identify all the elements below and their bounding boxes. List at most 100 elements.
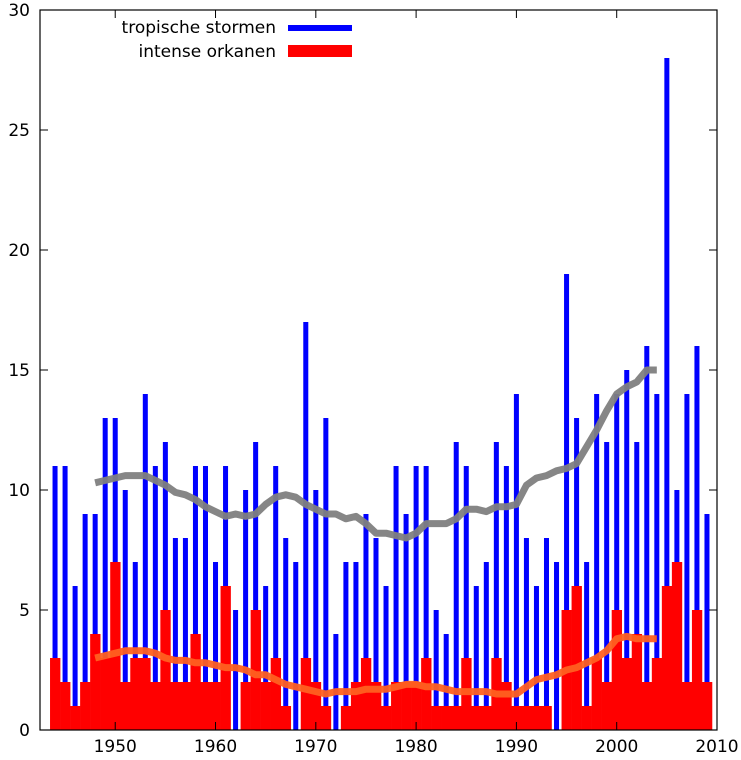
bar-tropical-storms xyxy=(403,514,409,730)
bar-tropical-storms xyxy=(303,322,309,730)
bar-intense-hurricanes xyxy=(631,634,643,730)
y-tick-label: 20 xyxy=(8,241,30,261)
bar-tropical-storms xyxy=(533,586,539,730)
bar-intense-hurricanes xyxy=(310,682,322,730)
bar-tropical-storms xyxy=(513,394,519,730)
x-tick-label: 1950 xyxy=(94,737,137,757)
bar-intense-hurricanes xyxy=(360,658,372,730)
bar-intense-hurricanes xyxy=(441,706,452,730)
bar-tropical-storms xyxy=(704,514,710,730)
tropical-storm-bars xyxy=(52,58,710,730)
moving-average-lines xyxy=(94,366,657,698)
bar-intense-hurricanes xyxy=(471,706,482,730)
bar-intense-hurricanes xyxy=(511,706,522,730)
bar-tropical-storms xyxy=(483,562,489,730)
bar-intense-hurricanes xyxy=(501,682,512,730)
bar-tropical-storms xyxy=(684,394,690,730)
bar-tropical-storms xyxy=(102,418,108,730)
x-tick-label: 2010 xyxy=(695,737,738,757)
bar-intense-hurricanes xyxy=(50,658,61,730)
legend: tropische stormen intense orkanen xyxy=(122,18,352,62)
bar-intense-hurricanes xyxy=(300,658,312,730)
bar-intense-hurricanes xyxy=(80,682,91,730)
x-tick-label: 1960 xyxy=(194,737,237,757)
bar-intense-hurricanes xyxy=(481,706,492,730)
bar-intense-hurricanes xyxy=(190,634,201,730)
bar-intense-hurricanes xyxy=(120,682,131,730)
bar-tropical-storms xyxy=(202,466,208,730)
bar-intense-hurricanes xyxy=(601,682,612,730)
bar-tropical-storms xyxy=(353,562,359,730)
bar-tropical-storms xyxy=(413,466,419,730)
bar-tropical-storms xyxy=(313,490,319,730)
bar-intense-hurricanes xyxy=(100,658,111,730)
bar-tropical-storms xyxy=(493,442,499,730)
bar-tropical-storms xyxy=(373,538,379,730)
bar-tropical-storms xyxy=(253,442,259,730)
bar-tropical-storms xyxy=(283,538,289,730)
bar-tropical-storms xyxy=(363,514,369,730)
x-tick-label: 1990 xyxy=(495,737,538,757)
bar-tropical-storms xyxy=(132,562,138,730)
bar-tropical-storms xyxy=(293,562,299,730)
bar-intense-hurricanes xyxy=(531,706,542,730)
bar-intense-hurricanes xyxy=(611,610,623,730)
bar-tropical-storms xyxy=(263,586,269,730)
bar-intense-hurricanes xyxy=(170,682,181,730)
bar-tropical-storms xyxy=(664,58,670,730)
hurricane-moving-average-line xyxy=(94,632,657,698)
bar-intense-hurricanes xyxy=(270,658,282,730)
bar-intense-hurricanes xyxy=(651,658,663,730)
bar-tropical-storms xyxy=(433,610,439,730)
bar-intense-hurricanes xyxy=(641,682,653,730)
bar-intense-hurricanes xyxy=(250,610,261,730)
y-tick-label: 5 xyxy=(19,601,30,621)
bar-intense-hurricanes xyxy=(541,706,552,730)
bar-intense-hurricanes xyxy=(521,706,532,730)
bar-tropical-storms xyxy=(323,418,329,730)
y-tick-label: 25 xyxy=(8,121,30,141)
bar-tropical-storms xyxy=(243,490,249,730)
bar-intense-hurricanes xyxy=(431,706,442,730)
bar-tropical-storms xyxy=(383,586,389,730)
bar-tropical-storms xyxy=(82,514,88,730)
bar-intense-hurricanes xyxy=(581,706,592,730)
bar-intense-hurricanes xyxy=(401,682,412,730)
bar-intense-hurricanes xyxy=(671,562,683,730)
bar-intense-hurricanes xyxy=(591,658,602,730)
bar-tropical-storms xyxy=(644,346,650,730)
bar-intense-hurricanes xyxy=(381,706,392,730)
bar-intense-hurricanes xyxy=(60,682,71,730)
bar-tropical-storms xyxy=(333,634,339,730)
x-tick-label: 1970 xyxy=(294,737,337,757)
bar-tropical-storms xyxy=(62,466,68,730)
bar-intense-hurricanes xyxy=(260,682,271,730)
bar-intense-hurricanes xyxy=(370,682,382,730)
bar-tropical-storms xyxy=(192,466,198,730)
y-tick-label: 10 xyxy=(8,481,30,501)
bar-tropical-storms xyxy=(624,370,630,730)
legend-label-tropical-storms: tropische stormen xyxy=(122,18,276,38)
bar-intense-hurricanes xyxy=(411,682,422,730)
bar-tropical-storms xyxy=(72,586,78,730)
bar-tropical-storms xyxy=(694,346,700,730)
y-tick-label: 15 xyxy=(8,361,30,381)
bar-tropical-storms xyxy=(523,538,529,730)
storm-moving-average-line xyxy=(94,366,657,542)
bar-tropical-storms xyxy=(473,586,479,730)
bar-tropical-storms xyxy=(162,442,168,730)
bar-tropical-storms xyxy=(393,466,399,730)
bar-intense-hurricanes xyxy=(140,658,151,730)
bar-intense-hurricanes xyxy=(391,682,402,730)
bar-intense-hurricanes xyxy=(681,682,693,730)
bar-intense-hurricanes xyxy=(340,706,352,730)
bar-tropical-storms xyxy=(614,394,620,730)
bar-tropical-storms xyxy=(654,394,660,730)
legend-label-intense-hurricanes: intense orkanen xyxy=(139,42,276,62)
bar-tropical-storms xyxy=(92,514,98,730)
bar-tropical-storms xyxy=(152,466,158,730)
bar-tropical-storms xyxy=(574,418,580,730)
bar-tropical-storms xyxy=(634,442,640,730)
bar-intense-hurricanes xyxy=(421,658,432,730)
bar-intense-hurricanes xyxy=(621,658,633,730)
